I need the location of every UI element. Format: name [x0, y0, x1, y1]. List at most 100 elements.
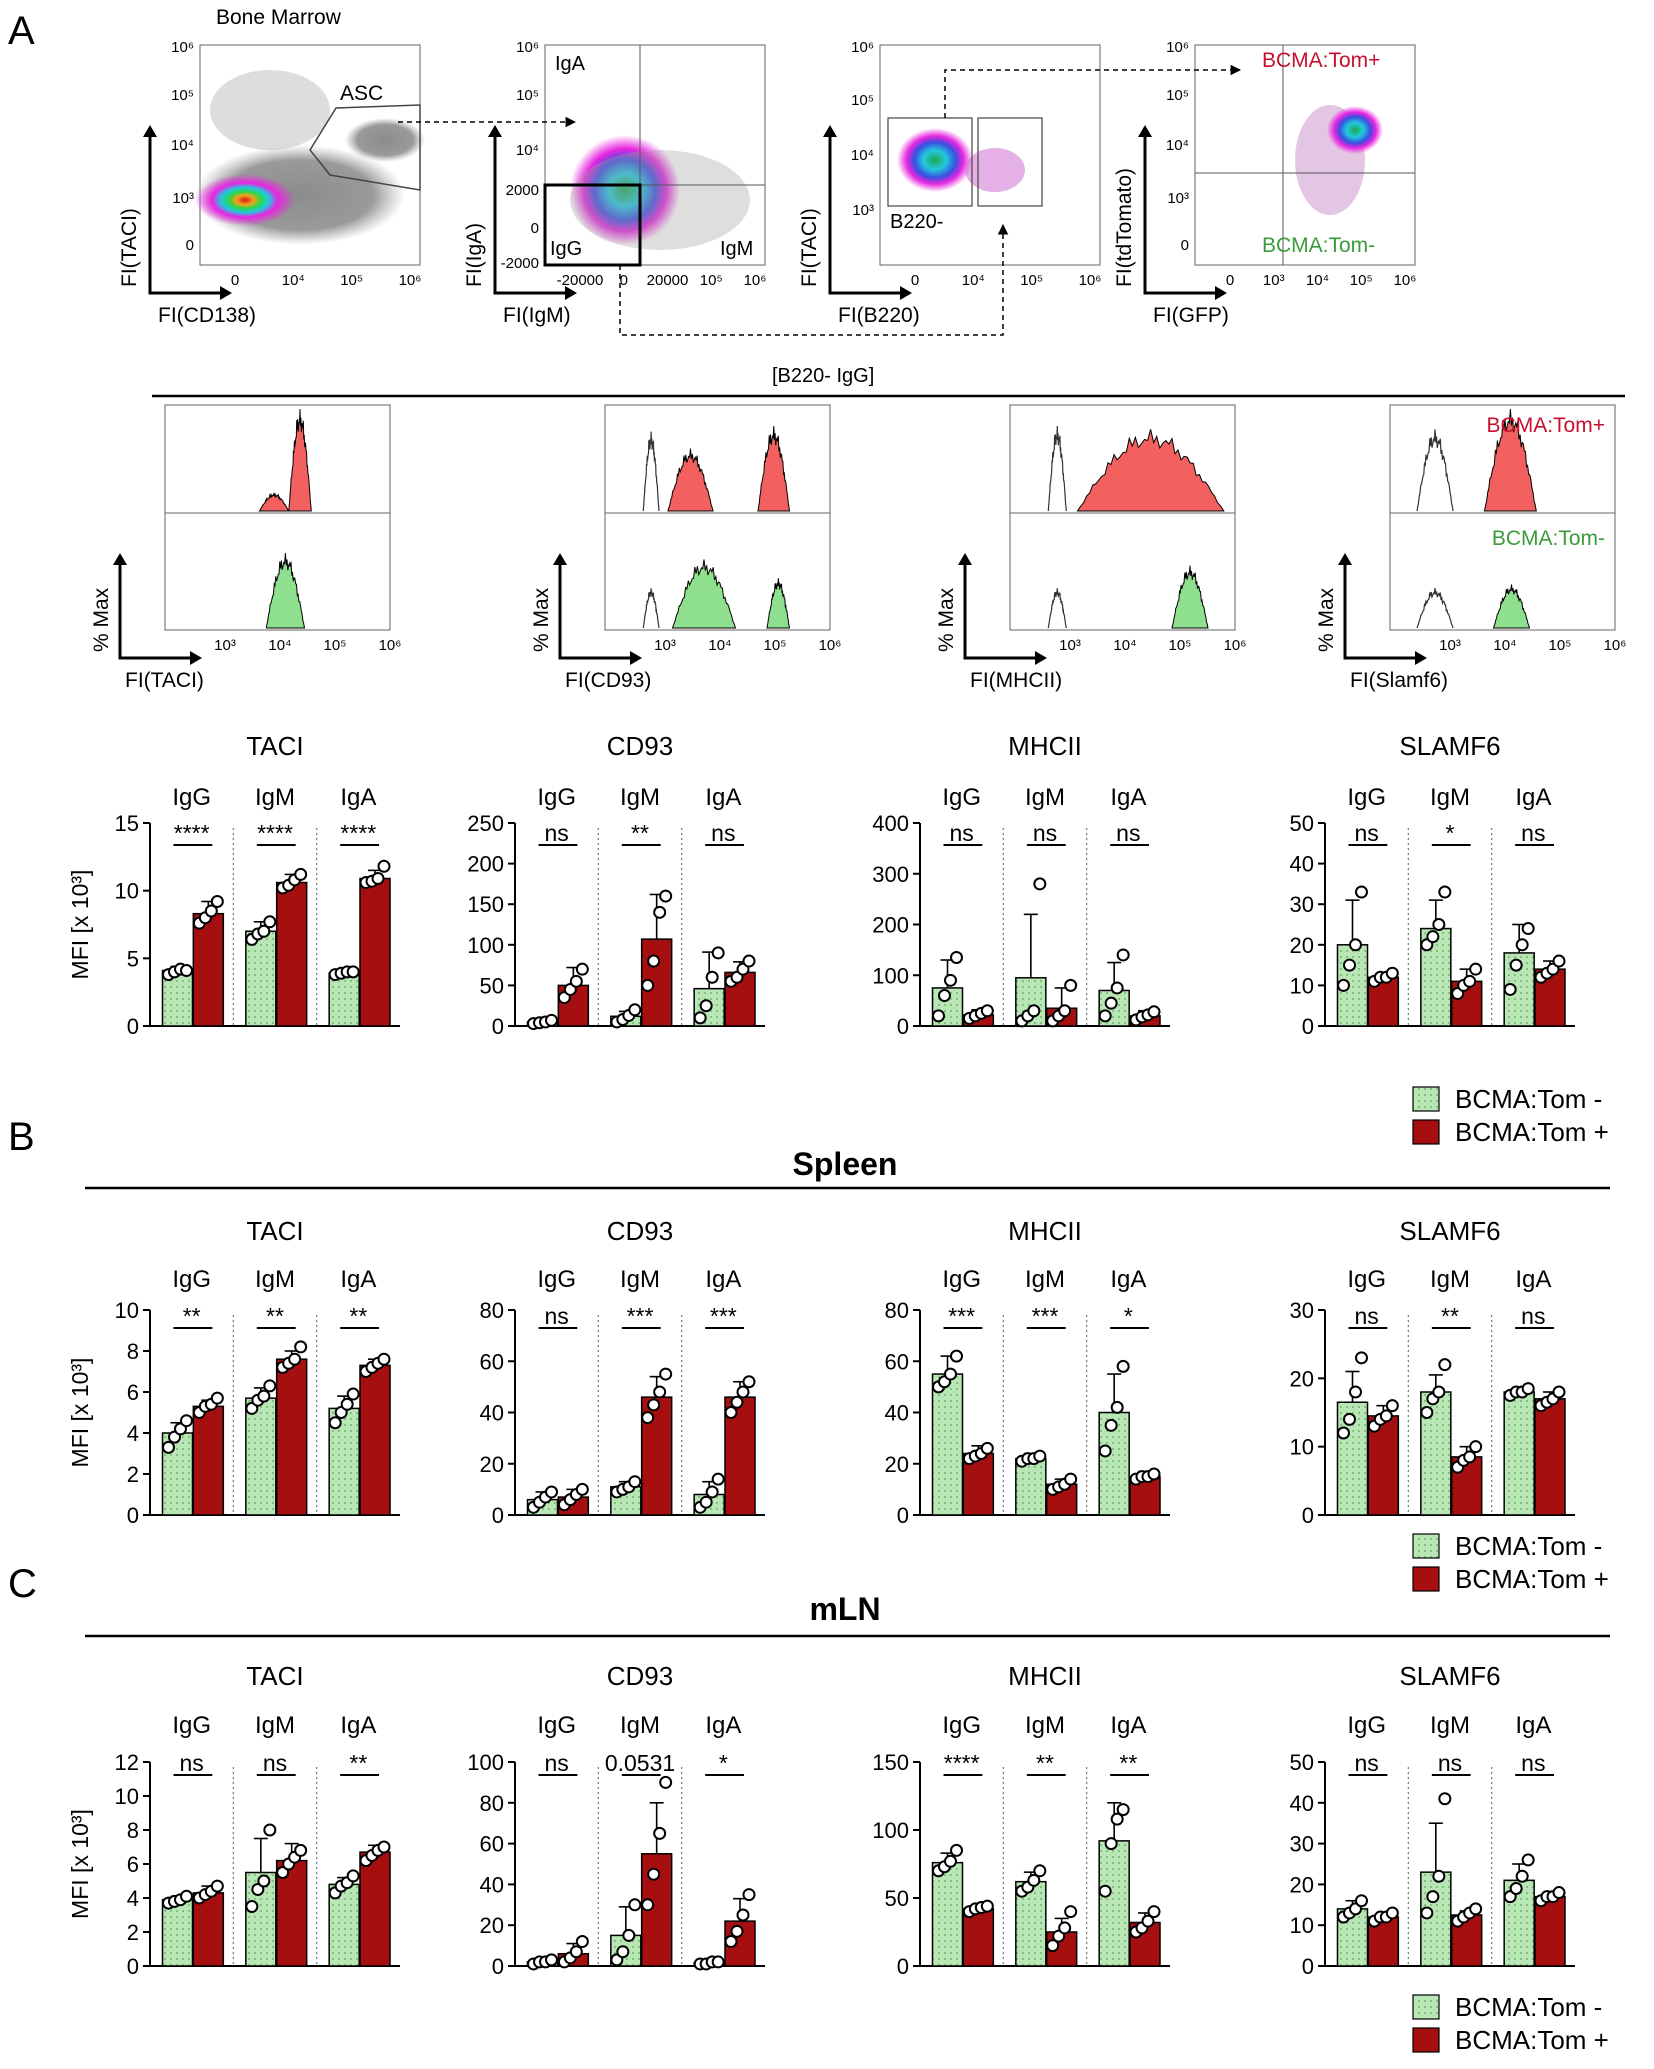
- y-tick-label: 60: [480, 1349, 504, 1374]
- data-point: [641, 1898, 655, 1912]
- data-point: [340, 1397, 354, 1411]
- bar-tom-pos: [359, 1364, 391, 1516]
- y-tick-label: 100: [872, 963, 909, 988]
- data-point: [1385, 966, 1399, 980]
- data-point: [1110, 981, 1124, 995]
- significance-label: *: [1446, 820, 1455, 846]
- flow-axis-arrowhead-x: [565, 286, 577, 300]
- group-label: IgA: [1110, 1266, 1146, 1293]
- hist-xlabel: FI(TACI): [125, 669, 204, 692]
- data-point: [1463, 974, 1477, 988]
- data-point: [263, 1379, 277, 1393]
- significance-label: ns: [711, 820, 735, 846]
- data-point: [1337, 1426, 1350, 1440]
- data-point: [1147, 1467, 1161, 1481]
- hist-xtick: 10⁶: [1604, 637, 1627, 654]
- data-point: [1552, 954, 1566, 968]
- data-point: [180, 1414, 193, 1428]
- flow-xtick: 20000: [647, 272, 689, 289]
- y-tick-label: 0: [1302, 1014, 1314, 1039]
- data-point: [1503, 982, 1517, 996]
- hist-ylabel: % Max: [1315, 587, 1338, 652]
- group-label: IgG: [172, 1712, 211, 1739]
- group-label: IgG: [942, 1712, 981, 1739]
- flow-xtick: 10⁵: [1020, 272, 1043, 289]
- group-label: IgM: [620, 1266, 660, 1293]
- data-point: [545, 1953, 558, 1967]
- flow-plot-b220-taci: B220-: [879, 44, 1101, 266]
- data-point: [641, 978, 655, 992]
- histogram-control-line: [1047, 425, 1067, 512]
- event-cloud-b220pos: [965, 148, 1025, 192]
- data-point: [693, 1011, 707, 1025]
- data-point: [699, 999, 713, 1013]
- data-point: [653, 1826, 667, 1840]
- y-tick-label: 15: [115, 811, 139, 836]
- flow-xtick: 0: [911, 272, 919, 289]
- legend-label-tom-neg: BCMA:Tom -: [1455, 1084, 1602, 1114]
- flow-axis-arrow: [828, 130, 905, 295]
- data-point: [1379, 1409, 1393, 1423]
- flow-xtick: 10⁶: [744, 272, 767, 289]
- significance-label: *: [719, 1750, 728, 1776]
- significance-label: ***: [627, 1303, 654, 1329]
- flow-xtick: 10⁵: [340, 272, 363, 289]
- group-label: IgG: [1347, 784, 1386, 811]
- flow-axis-arrow: [148, 130, 225, 295]
- chart-title: SLAMF6: [1399, 1661, 1500, 1691]
- y-tick-label: 50: [480, 973, 504, 998]
- histogram-panels: FI(TACI) % Max 10³ 10⁴ 10⁵ 10⁶ FI(CD93) % Max 10…: [90, 404, 1627, 692]
- flow-axis-arrow: [1143, 130, 1220, 295]
- chart-title: SLAMF6: [1399, 1216, 1500, 1246]
- data-point: [736, 1385, 750, 1399]
- chart-title: CD93: [607, 731, 673, 761]
- bar-chart-b-slamf6: SLAMF6 0 10 20 30 IgG ns IgM ** IgA ns: [1290, 1216, 1575, 1528]
- y-tick-label: 100: [467, 1750, 504, 1775]
- flow-ytick: 10⁵: [851, 92, 874, 109]
- group-label: IgM: [255, 1266, 295, 1293]
- flow-xtick: 0: [231, 272, 239, 289]
- data-point: [1104, 996, 1118, 1010]
- significance-label: ****: [944, 1750, 980, 1776]
- data-point: [575, 1935, 589, 1949]
- data-point: [1033, 1449, 1047, 1463]
- hist-xtick: 10⁶: [379, 637, 402, 654]
- section-title-spleen: Spleen: [793, 1146, 898, 1182]
- data-point: [1046, 1939, 1060, 1953]
- event-cloud: [570, 135, 680, 245]
- data-point: [980, 1004, 994, 1018]
- hist-xtick: 10⁴: [1113, 637, 1136, 654]
- event-cloud: [1327, 106, 1383, 154]
- flow-ytick: 10⁵: [1166, 87, 1189, 104]
- flow-ytick: 10⁶: [1166, 39, 1189, 56]
- hist-xtick: 10⁵: [764, 637, 787, 654]
- histogram-panel: FI(CD93) % Max 10³ 10⁴ 10⁵ 10⁶: [530, 404, 841, 692]
- significance-label: ns: [1355, 1303, 1379, 1329]
- histogram-control-line: [1047, 588, 1067, 629]
- histogram-tom-pos-area: [1076, 429, 1225, 512]
- bar-chart-a-cd93: CD93 0 50 100 150 200 250 IgG ns IgM ** IgA ns: [467, 731, 765, 1039]
- bar-chart-c-taci: TACI 0 2 4 6 8 10 12 MFI [x 10³] IgG ns IgM ns IgA **: [67, 1661, 400, 1979]
- data-point: [1104, 1418, 1118, 1432]
- y-tick-label: 6: [127, 1380, 139, 1405]
- flow-xtick: 10⁶: [1079, 272, 1102, 289]
- arrow-igg-to-b220: [619, 223, 1009, 336]
- data-point: [263, 915, 277, 929]
- grey-event-cloud-upper: [345, 118, 425, 162]
- group-label: IgA: [705, 1266, 741, 1293]
- data-point: [263, 1823, 277, 1837]
- data-point: [628, 1003, 642, 1017]
- data-point: [1147, 1905, 1161, 1919]
- data-point: [1509, 958, 1523, 972]
- igg-gate-box: [543, 183, 642, 267]
- flow-ytick: 10⁴: [851, 147, 874, 164]
- group-label: IgA: [1515, 1712, 1551, 1739]
- y-tick-label: 40: [885, 1401, 909, 1426]
- flow-xlabel: FI(B220): [838, 304, 920, 327]
- y-tick-label: 50: [1290, 1750, 1314, 1775]
- data-point: [569, 974, 583, 988]
- histogram-panel: FI(TACI) % Max 10³ 10⁴ 10⁵ 10⁶: [90, 404, 402, 692]
- y-tick-label: 50: [885, 1886, 909, 1911]
- bar-tom-pos: [192, 912, 225, 1027]
- data-point: [377, 1840, 391, 1854]
